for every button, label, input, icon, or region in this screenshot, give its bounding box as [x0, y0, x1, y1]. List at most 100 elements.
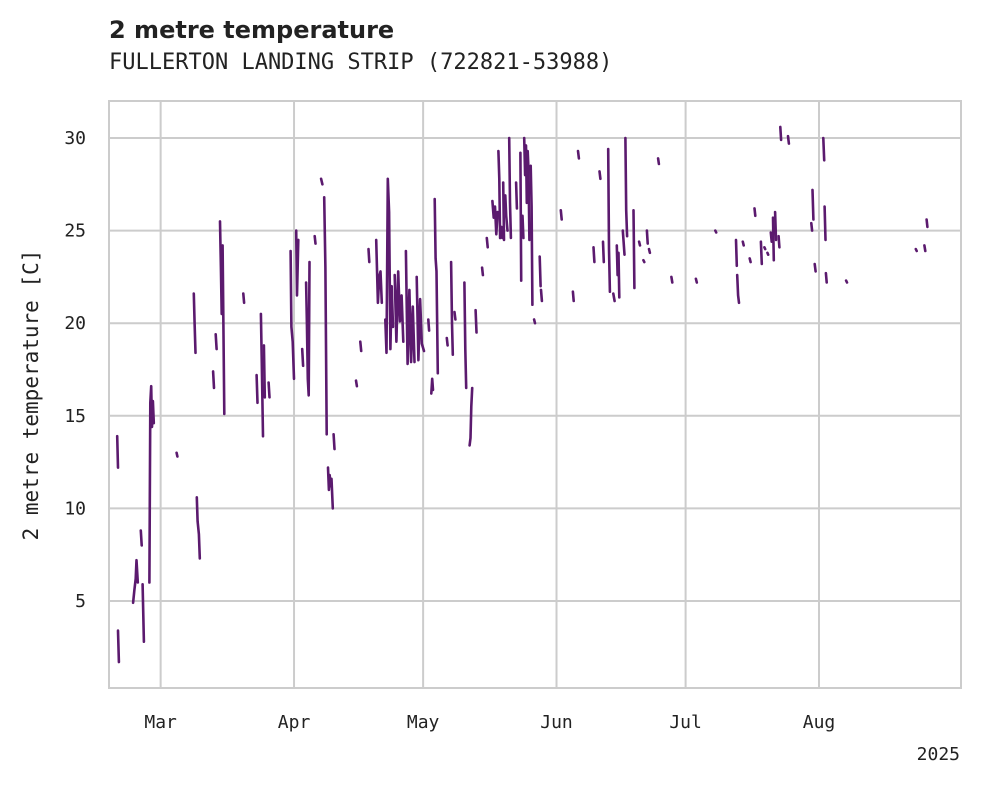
series-line-segment [148, 384, 156, 584]
x-tick-label: Apr [278, 712, 311, 733]
series-line-segment [313, 234, 317, 245]
series-line-segment [592, 246, 596, 264]
y-tick-label: 25 [64, 221, 86, 242]
x-tick-label: Jun [540, 712, 573, 733]
temperature-series [115, 125, 929, 664]
series-line-segment [598, 170, 602, 181]
series-line-segment [777, 234, 781, 249]
series-line-segment [771, 216, 776, 262]
series-line-segment [503, 194, 509, 232]
series-line-segment [449, 260, 455, 357]
series-line-segment [766, 251, 770, 256]
series-line-segment [532, 318, 537, 325]
series-line-segment [759, 240, 764, 266]
chart-subtitle: FULLERTON LANDING STRIP (722821-53988) [109, 50, 613, 75]
series-line-segment [507, 136, 513, 240]
series-line-segment [497, 149, 502, 240]
series-line-segment [453, 310, 457, 321]
y-tick-label: 20 [64, 313, 86, 334]
series-line-segment [769, 231, 774, 243]
series-line-segment [694, 277, 699, 284]
series-line-segment [923, 244, 927, 253]
series-line-segment [139, 529, 143, 547]
series-line-segment [519, 151, 523, 282]
series-line-segment [367, 247, 371, 264]
series-line-segment [606, 147, 612, 294]
series-line-segment [500, 225, 504, 240]
series-line-segment [480, 266, 485, 277]
y-tick-label: 5 [75, 591, 86, 612]
series-line-segment [304, 260, 311, 397]
series-line-segment [571, 290, 576, 303]
series-line-segment [116, 629, 121, 664]
series-line-segment [601, 240, 606, 264]
series-line-segment [521, 214, 525, 240]
series-line-segment [211, 370, 216, 390]
series-line-segment [925, 218, 929, 229]
series-line-segment [821, 136, 826, 162]
series-line-segment [713, 229, 718, 234]
series-line-segment [491, 199, 499, 236]
series-line-segment [429, 377, 435, 395]
series-line-segment [501, 181, 506, 242]
series-line-segment [141, 582, 146, 644]
series-line-segment [374, 238, 384, 305]
series-line-segment [267, 381, 271, 399]
y-tick-label: 15 [64, 406, 86, 427]
series-line-segment [559, 209, 564, 221]
series-line-segment [433, 197, 440, 375]
series-line-segment [214, 332, 218, 351]
series-line-segment [175, 451, 179, 458]
series-line-segment [763, 246, 767, 251]
series-line-segment [529, 164, 534, 307]
series-line-segment [393, 270, 405, 344]
chart-title: 2 metre temperature [109, 16, 395, 44]
series-line-segment [192, 292, 197, 355]
series-line-segment [811, 188, 815, 221]
series-line-segment [786, 134, 791, 145]
series-line-segment [741, 240, 746, 247]
x-tick-label: Jul [669, 712, 702, 733]
x-year-label: 2025 [917, 744, 960, 765]
series-line-segment [615, 244, 621, 299]
grid-lines [109, 101, 961, 688]
series-line-segment [131, 558, 140, 605]
series-line-segment [514, 181, 519, 210]
series-line-segment [647, 247, 652, 255]
series-line-segment [463, 281, 468, 390]
series-line-segment [656, 157, 661, 166]
series-line-segment [824, 271, 829, 284]
y-tick-label: 30 [64, 128, 86, 149]
series-line-segment [255, 373, 259, 405]
series-line-segment [218, 220, 226, 416]
series-line-segment [645, 229, 650, 245]
series-line-segment [637, 240, 642, 247]
series-line-segment [404, 249, 416, 366]
series-line-segment [823, 205, 827, 242]
series-line-segment [354, 379, 359, 388]
series-line-segment [358, 340, 363, 353]
series-line-segment [642, 258, 646, 264]
x-tick-label: Aug [803, 712, 836, 733]
series-line-segment [538, 255, 542, 288]
series-line-segment [485, 236, 490, 249]
series-line-segment [319, 177, 324, 186]
series-line-segment [611, 292, 616, 303]
series-line-segment [773, 210, 778, 242]
series-line-segment [468, 386, 474, 447]
y-axis-label: 2 metre temperature [C] [19, 250, 43, 541]
series-line-segment [322, 196, 329, 436]
series-line-segment [259, 312, 265, 438]
series-line-segment [262, 344, 267, 399]
series-line-segment [735, 273, 741, 305]
series-line-segment [576, 149, 581, 160]
series-line-segment [242, 292, 246, 305]
series-line-segment [632, 209, 636, 290]
series-line-segment [289, 249, 296, 381]
series-line-segment [383, 177, 395, 355]
x-tick-label: Mar [144, 712, 177, 733]
y-tick-label: 10 [64, 498, 86, 519]
series-line-segment [115, 434, 120, 469]
series-line-segment [809, 221, 814, 232]
series-line-segment [844, 279, 849, 284]
